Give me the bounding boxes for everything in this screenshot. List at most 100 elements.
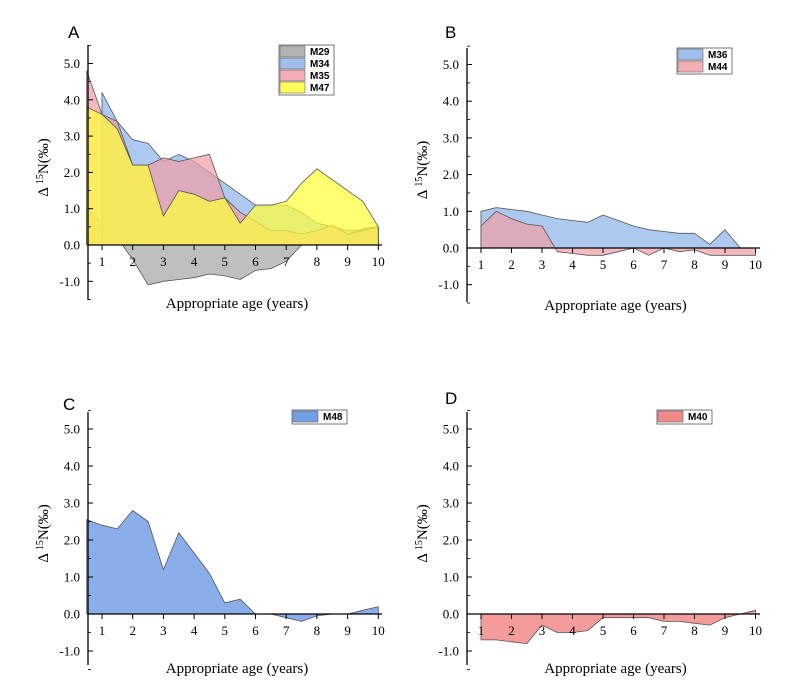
panel-letter: B [445,23,456,42]
legend: M48 [291,409,348,425]
y-tick-label: 5.0 [443,422,459,437]
y-tick-label: 1.0 [443,204,459,219]
y-tick-label: 4.0 [64,459,80,474]
x-tick-label: 6 [630,257,637,272]
y-tick-label: 5.0 [443,57,459,72]
x-tick-label: 6 [252,254,259,269]
x-tick-label: 1 [478,623,485,638]
legend-label-m36: M36 [708,50,728,61]
legend-swatch-m44 [677,60,704,73]
x-tick-label: 1 [99,254,106,269]
x-tick-label: 10 [749,257,762,272]
x-tick-label: 9 [344,254,351,269]
x-tick-label: 5 [600,257,607,272]
y-tick-label: 5.0 [64,56,80,71]
x-tick-label: 5 [600,623,607,638]
y-axis-label-delta: Δ [36,550,52,563]
legend-swatch-m35 [279,69,306,82]
x-tick-label: 2 [129,254,136,269]
x-tick-label: 5 [222,254,229,269]
y-tick-label: 4.0 [443,459,459,474]
y-tick-label: 1.0 [64,201,80,216]
y-axis-label: Δ 15N(‰) [35,504,53,562]
x-axis-label: Appropriate age (years) [166,296,308,312]
x-tick-label: 7 [661,623,668,638]
x-tick-label: 8 [691,623,698,638]
series-area-m48 [86,510,379,622]
y-tick-label: 1.0 [64,570,80,585]
y-tick-label: 3.0 [64,129,80,144]
y-tick-label: 1.0 [443,570,459,585]
y-axis-label-delta: Δ [36,184,52,197]
y-axis-label-sup: 15 [35,174,46,184]
legend-label-m44: M44 [708,62,728,73]
x-tick-label: 2 [508,623,515,638]
series-area-m44 [480,210,756,256]
y-axis-label: Δ 15N(‰) [414,141,432,199]
x-tick-label: 10 [749,623,762,638]
legend-swatch-m29 [279,45,306,58]
x-tick-label: 5 [222,623,229,638]
y-tick-label: 2.0 [443,533,459,548]
x-tick-label: 6 [630,623,637,638]
y-tick-label: 2.0 [64,533,80,548]
y-axis-label: Δ 15N(‰) [414,504,432,562]
legend-swatch-m47 [279,81,306,94]
y-tick-label: 0.0 [64,607,80,622]
x-axis-label: Appropriate age (years) [166,661,308,677]
series-area-m47 [86,106,379,246]
y-tick-label: -1.0 [438,277,459,292]
legend-label-m35: M35 [310,71,330,82]
y-tick-label: 2.0 [443,167,459,182]
x-tick-label: 3 [160,254,167,269]
y-axis-label-unit: N(‰) [415,504,431,540]
x-tick-label: 4 [569,257,576,272]
legend-swatch-m48 [292,410,319,423]
y-tick-label: 0.0 [443,607,459,622]
y-axis-label-unit: N(‰) [36,504,52,540]
x-tick-label: 9 [722,623,729,638]
x-tick-label: 8 [314,254,321,269]
y-axis-label: Δ 15N(‰) [35,138,53,196]
y-tick-label: 2.0 [64,165,80,180]
y-tick-label: 5.0 [64,422,80,437]
x-tick-label: 3 [160,623,167,638]
y-tick-label: 4.0 [443,94,459,109]
legend: M40 [656,409,713,425]
series-area-m40 [480,609,756,644]
x-tick-label: 3 [539,623,546,638]
x-tick-label: 2 [508,257,515,272]
panel-letter: A [68,23,80,42]
legend-label-m29: M29 [310,47,330,58]
y-tick-label: 3.0 [443,130,459,145]
x-tick-label: 8 [314,623,321,638]
x-tick-label: 1 [99,623,106,638]
x-tick-label: 7 [283,623,290,638]
chart-panel-d: -1.0 0.0 1.0 2.0 3.0 4.0 5.0 1 2 3 4 5 6 7 8 9 10 Appropr… [414,389,763,677]
legend-label-m47: M47 [310,83,330,94]
y-axis-label-delta: Δ [415,187,431,200]
x-axis-label: Appropriate age (years) [544,661,686,677]
y-tick-label: -1.0 [59,274,80,289]
y-axis-label-delta: Δ [415,550,431,563]
chart-panel-c: -1.0 0.0 1.0 2.0 3.0 4.0 5.0 1 2 3 4 5 6 7 8 9 10 Appropr… [35,395,385,677]
y-tick-label: -1.0 [59,644,80,659]
x-tick-label: 10 [372,254,385,269]
y-tick-label: 3.0 [443,496,459,511]
panel-letter: C [63,395,75,414]
x-tick-label: 8 [691,257,698,272]
x-tick-label: 9 [722,257,729,272]
y-tick-label: 3.0 [64,496,80,511]
legend-swatch-m36 [677,48,704,61]
y-tick-label: 0.0 [443,241,459,256]
y-tick-label: 0.0 [64,238,80,253]
x-tick-label: 4 [191,623,198,638]
legend-swatch-m40 [657,410,684,423]
x-axis-label: Appropriate age (years) [544,298,686,314]
x-tick-label: 7 [283,254,290,269]
x-tick-label: 7 [661,257,668,272]
y-axis-label-unit: N(‰) [415,141,431,177]
y-axis-label-unit: N(‰) [36,138,52,174]
